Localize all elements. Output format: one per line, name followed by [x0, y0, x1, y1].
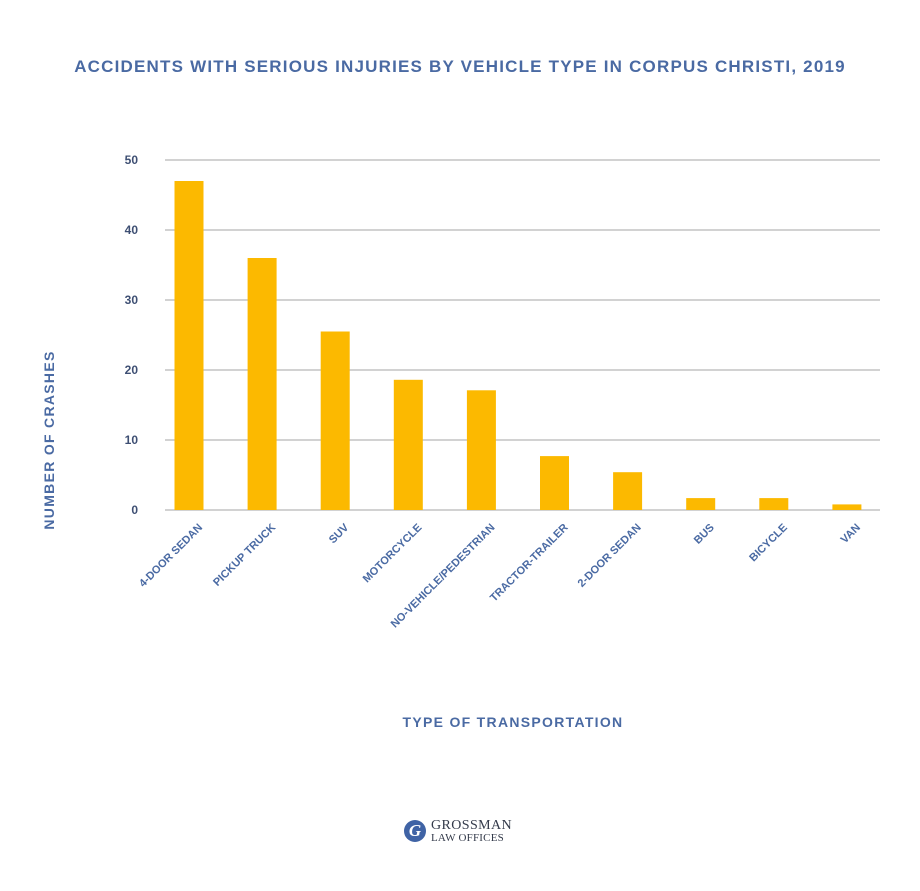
bar [174, 181, 204, 510]
y-tick-label: 0 [131, 503, 138, 517]
x-tick-label: TRACTOR-TRAILER [488, 522, 571, 605]
x-tick-label: BICYCLE [747, 522, 790, 565]
y-axis-title: NUMBER OF CRASHES [41, 350, 57, 529]
bar [613, 472, 643, 510]
grossman-law-offices-logo: G GROSSMAN LAW OFFICES [404, 818, 524, 848]
bar [393, 379, 423, 510]
x-tick-label: PICKUP TRUCK [211, 522, 278, 589]
x-tick-label: VAN [839, 522, 863, 546]
bars [174, 181, 862, 510]
x-tick-label: SUV [327, 521, 352, 546]
bar [832, 504, 862, 510]
logo-line-1: GROSSMAN [431, 818, 512, 833]
bar [320, 331, 350, 510]
y-tick-label: 40 [125, 223, 139, 237]
x-tick-label: 4-DOOR SEDAN [137, 522, 205, 590]
bar [540, 456, 569, 510]
logo-mark-icon: G [404, 820, 426, 842]
bar [686, 498, 716, 510]
y-tick-label: 30 [125, 293, 139, 307]
logo-line-2: LAW OFFICES [431, 832, 504, 844]
chart-title: ACCIDENTS WITH SERIOUS INJURIES BY VEHIC… [74, 57, 846, 76]
bar [466, 390, 496, 510]
y-tick-label: 20 [125, 363, 139, 377]
bar [247, 258, 277, 510]
x-axis-title: TYPE OF TRANSPORTATION [403, 714, 624, 730]
x-tick-label: BUS [692, 522, 717, 547]
y-axis-ticks: 0 10 20 30 40 50 [125, 153, 139, 517]
x-tick-label: MOTORCYCLE [361, 522, 425, 586]
x-axis-labels: 4-DOOR SEDAN PICKUP TRUCK SUV MOTORCYCLENO-… [137, 521, 863, 630]
bar [759, 498, 789, 510]
y-tick-label: 10 [125, 433, 139, 447]
x-tick-label: 2-DOOR SEDAN [576, 522, 644, 590]
y-tick-label: 50 [125, 153, 139, 167]
